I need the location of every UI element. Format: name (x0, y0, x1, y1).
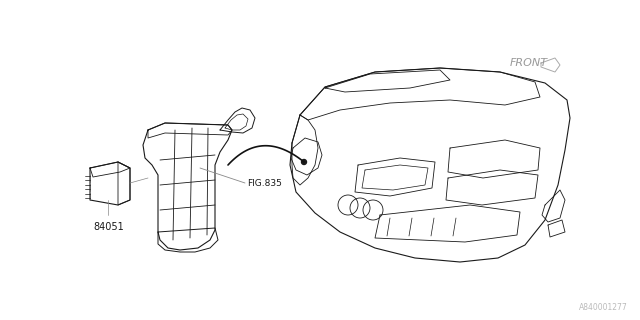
Text: A840001277: A840001277 (579, 303, 628, 312)
Circle shape (301, 159, 307, 164)
Text: FIG.835: FIG.835 (247, 179, 282, 188)
Text: FRONT: FRONT (510, 58, 548, 68)
Text: 84051: 84051 (93, 222, 124, 232)
